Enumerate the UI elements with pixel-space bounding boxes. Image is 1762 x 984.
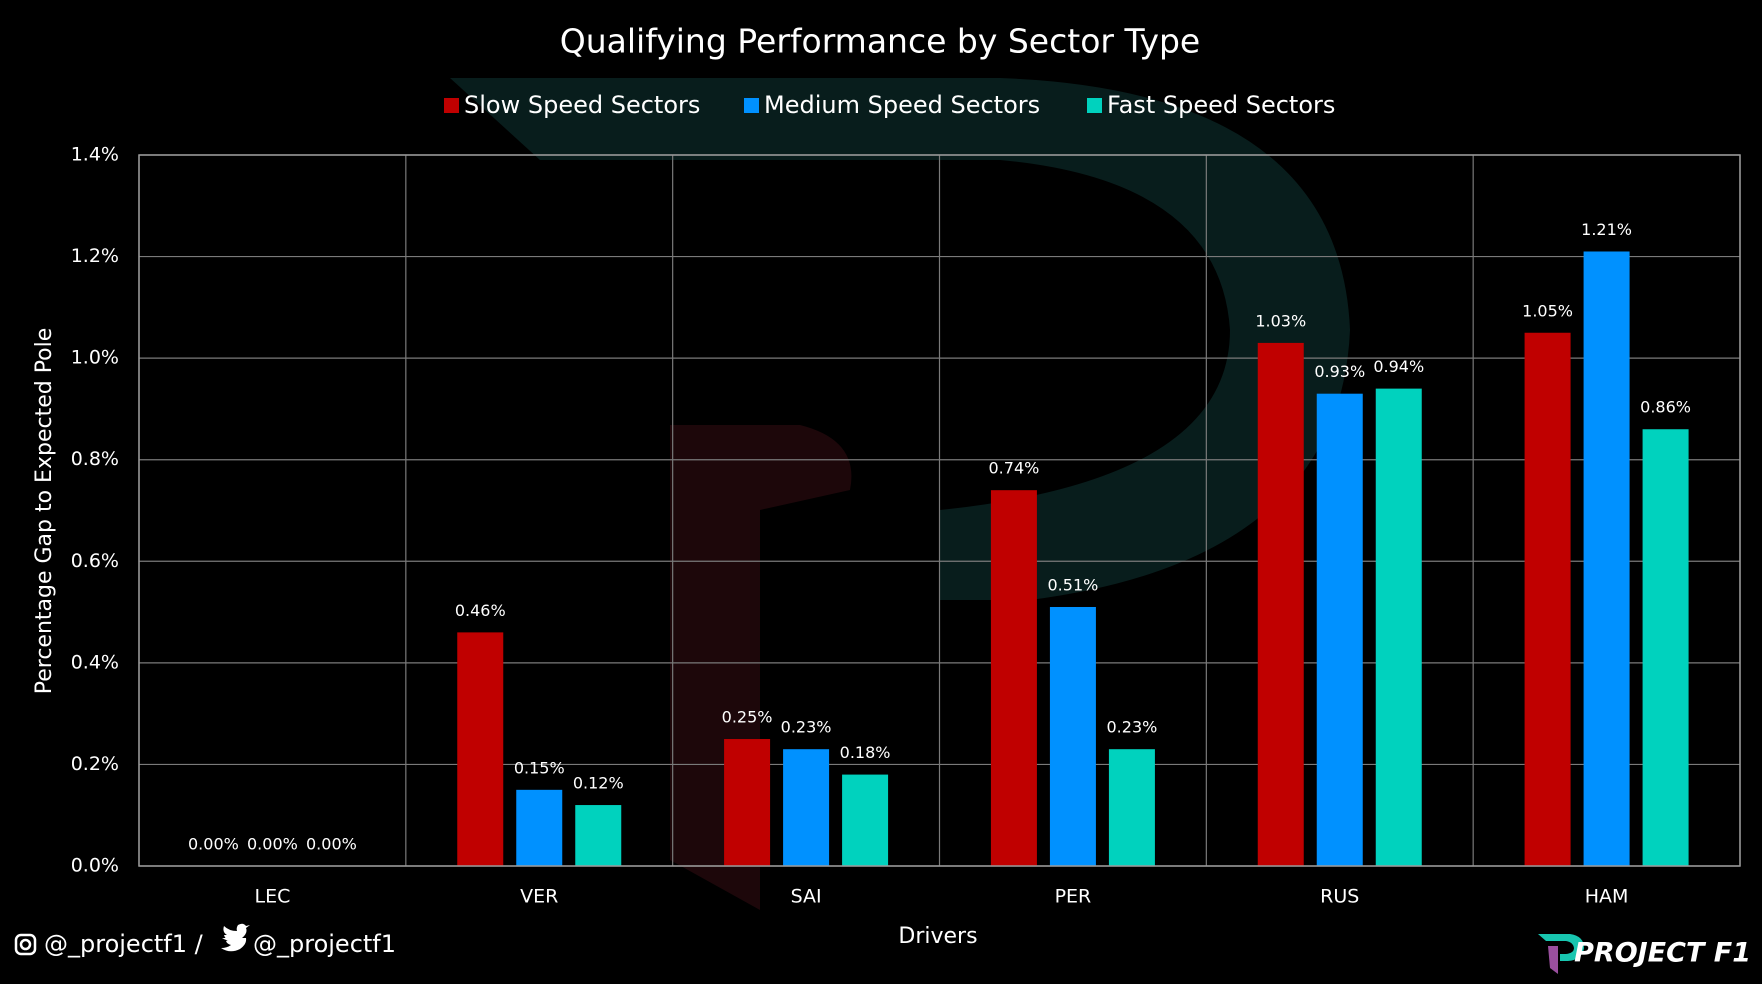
bar	[575, 805, 622, 866]
y-tick-label: 0.4%	[71, 651, 119, 673]
plot-frame	[138, 154, 1741, 867]
value-label: 0.00%	[247, 835, 298, 854]
y-tick-label: 0.0%	[71, 855, 119, 877]
brand-name: PROJECT F1	[1574, 938, 1751, 969]
x-tick-label: SAI	[791, 886, 822, 908]
legend-swatch	[1087, 98, 1102, 113]
y-tick-label: 0.8%	[71, 448, 119, 470]
bar	[1049, 606, 1096, 866]
bar	[457, 632, 504, 866]
value-label: 0.94%	[1373, 357, 1424, 376]
value-label: 0.23%	[1107, 718, 1158, 737]
x-tick-label: VER	[520, 886, 558, 908]
value-label: 0.25%	[722, 708, 773, 727]
instagram-handle: @_projectf1 /	[44, 930, 204, 958]
twitter-icon	[221, 923, 250, 952]
bar	[1642, 429, 1689, 866]
legend-label: Medium Speed Sectors	[764, 91, 1040, 119]
brand: PROJECT F1	[1538, 934, 1751, 974]
value-label: 0.15%	[514, 758, 565, 777]
bar	[1524, 332, 1571, 866]
brand-logo	[1548, 946, 1558, 974]
brand-logo	[1538, 934, 1584, 961]
value-label: 0.00%	[188, 835, 239, 854]
x-tick-label: HAM	[1585, 886, 1629, 908]
value-label: 0.86%	[1640, 398, 1691, 417]
footer-social: @_projectf1 / @_projectf1	[14, 923, 396, 958]
value-label: 0.51%	[1048, 575, 1099, 594]
bar	[724, 739, 771, 866]
chart-title: Qualifying Performance by Sector Type	[560, 22, 1201, 61]
bar	[842, 774, 889, 866]
instagram-icon	[14, 933, 37, 956]
bar	[1316, 393, 1363, 866]
value-label: 0.00%	[306, 835, 357, 854]
bar	[783, 749, 830, 866]
y-tick-label: 1.4%	[71, 144, 119, 166]
value-label: 0.23%	[781, 718, 832, 737]
bar	[1257, 342, 1304, 867]
watermark	[670, 425, 852, 910]
legend-label: Slow Speed Sectors	[464, 91, 700, 119]
y-tick-label: 1.0%	[71, 347, 119, 369]
twitter-handle: @_projectf1	[253, 930, 396, 958]
x-tick-label: LEC	[254, 886, 290, 908]
instagram-icon	[19, 938, 32, 951]
legend-label: Fast Speed Sectors	[1107, 91, 1335, 119]
bar	[990, 490, 1037, 866]
watermark	[450, 78, 1350, 600]
bar	[1375, 388, 1422, 866]
bar	[1583, 251, 1630, 866]
value-label: 0.74%	[989, 459, 1040, 478]
y-tick-label: 1.2%	[71, 245, 119, 267]
bar	[516, 789, 563, 866]
legend-swatch	[744, 98, 759, 113]
value-label: 1.05%	[1522, 301, 1573, 320]
y-axis-title: Percentage Gap to Expected Pole	[32, 328, 57, 695]
bar	[1108, 749, 1155, 866]
value-label: 0.18%	[840, 743, 891, 762]
legend-swatch	[444, 98, 459, 113]
value-label: 0.12%	[573, 774, 624, 793]
value-label: 1.21%	[1581, 220, 1632, 239]
value-label: 1.03%	[1255, 311, 1306, 330]
y-tick-label: 0.6%	[71, 550, 119, 572]
value-label: 0.93%	[1314, 362, 1365, 381]
x-axis-title: Drivers	[898, 924, 977, 949]
x-tick-label: RUS	[1320, 886, 1359, 908]
value-label: 0.46%	[455, 601, 506, 620]
y-tick-label: 0.2%	[71, 753, 119, 775]
x-tick-label: PER	[1055, 886, 1092, 908]
